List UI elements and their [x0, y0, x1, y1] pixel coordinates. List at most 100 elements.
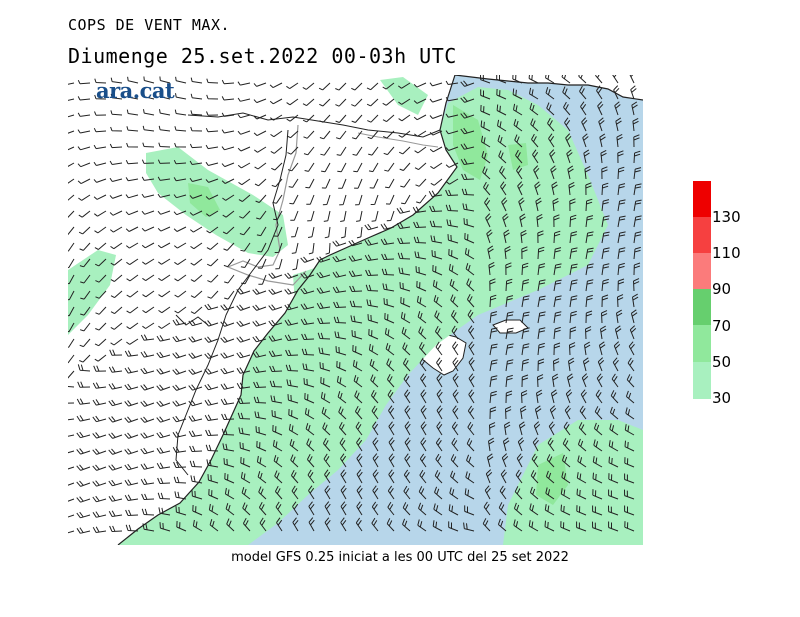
wind-barb — [288, 423, 299, 436]
wind-barb — [237, 162, 251, 169]
wind-barb — [498, 150, 507, 164]
wind-barb — [489, 390, 497, 404]
wind-barb — [236, 288, 251, 295]
wind-barb — [429, 146, 443, 153]
wind-barb — [190, 242, 203, 250]
wind-barb — [308, 242, 315, 255]
wind-barb — [480, 75, 491, 84]
wind-barb — [396, 207, 411, 214]
wind-barb — [464, 488, 475, 500]
wind-barb — [92, 432, 107, 439]
wind-barb — [365, 269, 379, 276]
wind-barb — [174, 142, 187, 148]
wind-barb — [206, 226, 219, 234]
wind-barb — [364, 239, 379, 246]
wind-barb — [397, 237, 411, 244]
wind-barb — [521, 390, 528, 404]
wind-barb — [560, 504, 571, 516]
wind-barb — [371, 517, 379, 532]
wind-barb — [381, 253, 395, 260]
wind-barb — [173, 461, 187, 468]
wind-barb — [388, 469, 395, 484]
wind-barb — [516, 453, 523, 468]
wind-barb — [157, 193, 171, 198]
wind-barb — [633, 183, 642, 196]
wind-barb — [348, 239, 363, 247]
wind-barb — [624, 473, 635, 484]
wind-barb — [601, 182, 609, 196]
wind-barb — [449, 487, 459, 500]
wind-barb — [482, 166, 491, 180]
wind-barb — [480, 104, 491, 116]
wind-barb — [292, 517, 299, 532]
wind-barb — [608, 456, 619, 468]
wind-barb — [401, 194, 411, 205]
wind-barb — [207, 274, 219, 283]
wind-barb — [205, 210, 219, 217]
wind-barb — [608, 473, 619, 484]
wind-barb — [371, 405, 379, 420]
wind-barb — [489, 294, 497, 308]
wind-barb — [386, 518, 395, 532]
wind-barb — [560, 521, 571, 532]
wind-barb — [204, 414, 219, 421]
wind-barb — [565, 389, 573, 404]
wind-barb — [126, 306, 139, 314]
wind-barb — [601, 215, 610, 228]
wind-barb — [76, 511, 91, 519]
wind-barb — [158, 290, 171, 298]
wind-barb — [288, 408, 299, 420]
wind-barb — [592, 521, 603, 532]
wind-barb — [399, 162, 411, 171]
wind-barb — [93, 144, 107, 150]
wind-barb — [321, 407, 331, 420]
wind-barb — [624, 505, 635, 516]
wind-barb — [127, 76, 139, 84]
wind-barb — [460, 96, 475, 103]
wind-barb — [140, 447, 155, 455]
wind-barb — [257, 242, 267, 253]
wind-barb — [333, 316, 347, 324]
wind-barb — [339, 194, 347, 206]
wind-barb — [284, 272, 299, 279]
wind-barb — [142, 306, 155, 314]
wind-barb — [418, 486, 427, 500]
wind-barb — [356, 210, 363, 222]
wind-barb — [412, 206, 427, 213]
wind-barb — [447, 234, 459, 244]
wind-barb — [158, 125, 171, 132]
wind-barb — [368, 328, 379, 340]
wind-barb — [78, 210, 91, 218]
wind-barb — [488, 437, 495, 452]
wind-barb — [300, 256, 315, 263]
wind-barb — [369, 178, 379, 189]
wind-barb — [308, 501, 315, 516]
wind-barb — [221, 413, 235, 420]
wind-barb — [80, 290, 91, 300]
wind-barb — [529, 103, 539, 116]
wind-barb — [253, 396, 267, 404]
wind-barb — [340, 501, 347, 516]
wind-barb — [529, 87, 539, 100]
wind-barb — [221, 146, 235, 151]
wind-barb — [274, 470, 283, 484]
wind-barb — [368, 162, 379, 173]
wind-barb — [290, 210, 299, 221]
wind-barb — [553, 311, 562, 324]
wind-barb — [599, 133, 606, 148]
wind-barb — [289, 194, 299, 205]
wind-barb — [564, 117, 571, 132]
wind-barb — [340, 517, 347, 532]
wind-barb — [553, 214, 560, 228]
wind-barb — [461, 188, 475, 196]
wind-barb — [94, 258, 107, 267]
wind-barb — [480, 89, 491, 100]
wind-barb — [610, 390, 619, 404]
wind-barb — [484, 485, 491, 500]
wind-barb — [205, 127, 219, 133]
wind-barb — [594, 406, 603, 420]
wind-barb — [141, 176, 155, 181]
wind-barb — [204, 383, 219, 391]
wind-barb — [515, 469, 523, 484]
wind-barb — [125, 242, 139, 249]
